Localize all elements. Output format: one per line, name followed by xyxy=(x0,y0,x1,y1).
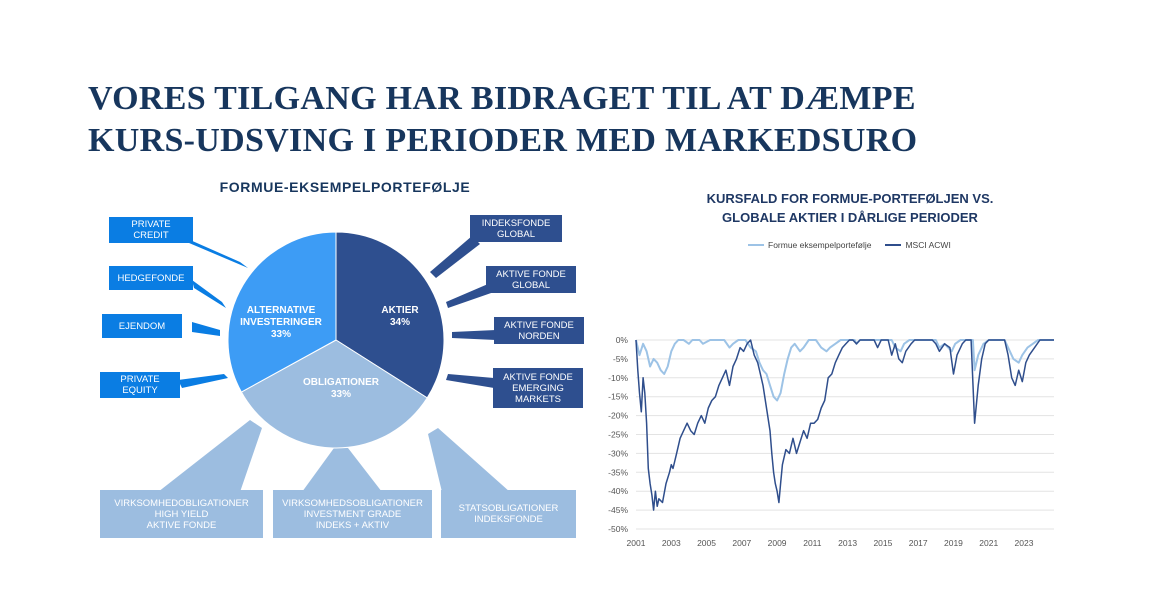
pie-chart xyxy=(158,231,510,492)
legend-item-formue: Formue eksempelportefølje xyxy=(748,240,871,250)
connector-high-yield xyxy=(158,420,262,492)
segment-label-alternative: ALTERNATIVE INVESTERINGER 33% xyxy=(226,305,336,341)
page-title-line-2: KURS-UDSVING I PERIODER MED MARKEDSURO xyxy=(88,122,918,159)
x-tick-label: 2001 xyxy=(627,538,646,548)
x-tick-label: 2011 xyxy=(803,538,822,548)
connector-aktive-norden xyxy=(452,330,496,340)
connector-indeksfonde-global xyxy=(430,236,480,278)
box-aktive-fonde-global-text: AKTIVE FONDE GLOBAL xyxy=(496,268,566,291)
connector-aktive-emerging xyxy=(446,374,494,388)
x-tick-label: 2015 xyxy=(873,538,892,548)
line-chart-title: KURSFALD FOR FORMUE-PORTEFØLJEN VS. GLOB… xyxy=(640,189,1060,227)
line-chart-legend: Formue eksempelportefølje MSCI ACWI xyxy=(748,240,951,250)
connector-aktive-global xyxy=(446,284,494,308)
y-tick-label: -35% xyxy=(608,467,628,477)
line-chart: 0% -5% -10% -15% -20% -25% -30% -35% -40% -45% -50… xyxy=(608,335,1054,548)
pie-connectors xyxy=(158,232,510,492)
legend-label-msci: MSCI ACWI xyxy=(905,240,951,250)
box-statsobligationer-text: STATSOBLIGATIONER INDEKSFONDE xyxy=(458,503,559,525)
legend-label-formue: Formue eksempelportefølje xyxy=(768,240,872,250)
y-tick-label: -10% xyxy=(608,373,628,383)
box-private-equity-text: PRIVATE EQUITY xyxy=(120,374,160,396)
y-tick-label: -5% xyxy=(613,354,629,364)
x-tick-label: 2023 xyxy=(1015,538,1034,548)
x-tick-label: 2021 xyxy=(979,538,998,548)
segment-aktier-name: AKTIER xyxy=(381,305,419,316)
box-investment-grade: VIRKSOMHEDSOBLIGATIONER INVESTMENT GRADE… xyxy=(273,490,432,538)
y-tick-label: -15% xyxy=(608,392,628,402)
box-aktive-fonde-emerging-text: AKTIVE FONDE EMERGING MARKETS xyxy=(503,371,573,405)
page-title-line-1: VORES TILGANG HAR BIDRAGET TIL AT DÆMPE xyxy=(88,80,916,117)
series-line-1 xyxy=(635,339,1054,511)
box-aktive-fonde-emerging: AKTIVE FONDE EMERGING MARKETS xyxy=(493,368,583,408)
box-hedgefonde-text: HEDGEFONDE xyxy=(117,272,185,284)
box-ejendom-text: EJENDOM xyxy=(118,320,166,332)
box-private-credit-text: PRIVATE CREDIT xyxy=(131,219,171,241)
box-investment-grade-text: VIRKSOMHEDSOBLIGATIONER INVESTMENT GRADE… xyxy=(282,497,423,531)
x-tick-label: 2009 xyxy=(768,538,787,548)
x-tick-label: 2007 xyxy=(732,538,751,548)
box-high-yield-text: VIRKSOMHEDOBLIGATIONER HIGH YIELD AKTIVE… xyxy=(114,497,249,531)
x-tick-label: 2003 xyxy=(662,538,681,548)
x-tick-label: 2013 xyxy=(838,538,857,548)
box-indeksfonde-global: INDEKSFONDE GLOBAL xyxy=(470,215,562,242)
connector-statsobligationer xyxy=(428,428,510,492)
legend-item-msci: MSCI ACWI xyxy=(885,240,951,250)
segment-label-obligationer: OBLIGATIONER 33% xyxy=(286,377,396,401)
segment-label-aktier: AKTIER 34% xyxy=(360,305,440,329)
y-tick-label: -25% xyxy=(608,430,628,440)
x-tick-label: 2017 xyxy=(909,538,928,548)
segment-alternative-name: ALTERNATIVE INVESTERINGER xyxy=(240,305,322,328)
box-indeksfonde-global-text: INDEKSFONDE GLOBAL xyxy=(481,217,551,240)
box-ejendom: EJENDOM xyxy=(102,314,182,338)
box-statsobligationer: STATSOBLIGATIONER INDEKSFONDE xyxy=(441,490,576,538)
y-tick-label: -30% xyxy=(608,448,628,458)
pie-slice-2 xyxy=(227,231,337,393)
line-chart-title-text: KURSFALD FOR FORMUE-PORTEFØLJEN VS. GLOB… xyxy=(706,191,994,225)
box-aktive-fonde-norden-text: AKTIVE FONDE NORDEN xyxy=(504,319,574,342)
y-tick-label: 0% xyxy=(616,335,629,345)
box-aktive-fonde-norden: AKTIVE FONDE NORDEN xyxy=(494,317,584,344)
pie-slices xyxy=(227,231,445,449)
box-private-equity: PRIVATE EQUITY xyxy=(100,372,180,398)
segment-obligationer-name: OBLIGATIONER xyxy=(303,377,379,388)
connector-ejendom xyxy=(192,322,220,336)
connector-hedgefonde xyxy=(192,280,226,308)
page-title: VORES TILGANG HAR BIDRAGET TIL AT DÆMPE … xyxy=(88,78,917,162)
x-tick-label: 2005 xyxy=(697,538,716,548)
segment-alternative-pct: 33% xyxy=(270,329,291,340)
legend-swatch-formue xyxy=(748,244,764,246)
pie-slice-0 xyxy=(335,231,445,399)
segment-obligationer-pct: 33% xyxy=(330,389,351,400)
series-line-0 xyxy=(635,339,1054,402)
connector-investment-grade xyxy=(302,448,382,492)
box-high-yield: VIRKSOMHEDOBLIGATIONER HIGH YIELD AKTIVE… xyxy=(100,490,263,538)
box-hedgefonde: HEDGEFONDE xyxy=(109,266,193,290)
box-private-credit: PRIVATE CREDIT xyxy=(109,217,193,243)
y-tick-label: -20% xyxy=(608,411,628,421)
y-tick-label: -40% xyxy=(608,486,628,496)
x-tick-label: 2019 xyxy=(944,538,963,548)
pie-chart-title: FORMUE-EKSEMPELPORTEFØLJE xyxy=(219,179,471,195)
legend-swatch-msci xyxy=(885,244,902,246)
y-tick-label: -50% xyxy=(608,524,628,534)
connector-private-equity xyxy=(178,374,228,388)
segment-aktier-pct: 34% xyxy=(389,317,410,328)
y-tick-label: -45% xyxy=(608,505,628,515)
box-aktive-fonde-global: AKTIVE FONDE GLOBAL xyxy=(486,266,576,293)
